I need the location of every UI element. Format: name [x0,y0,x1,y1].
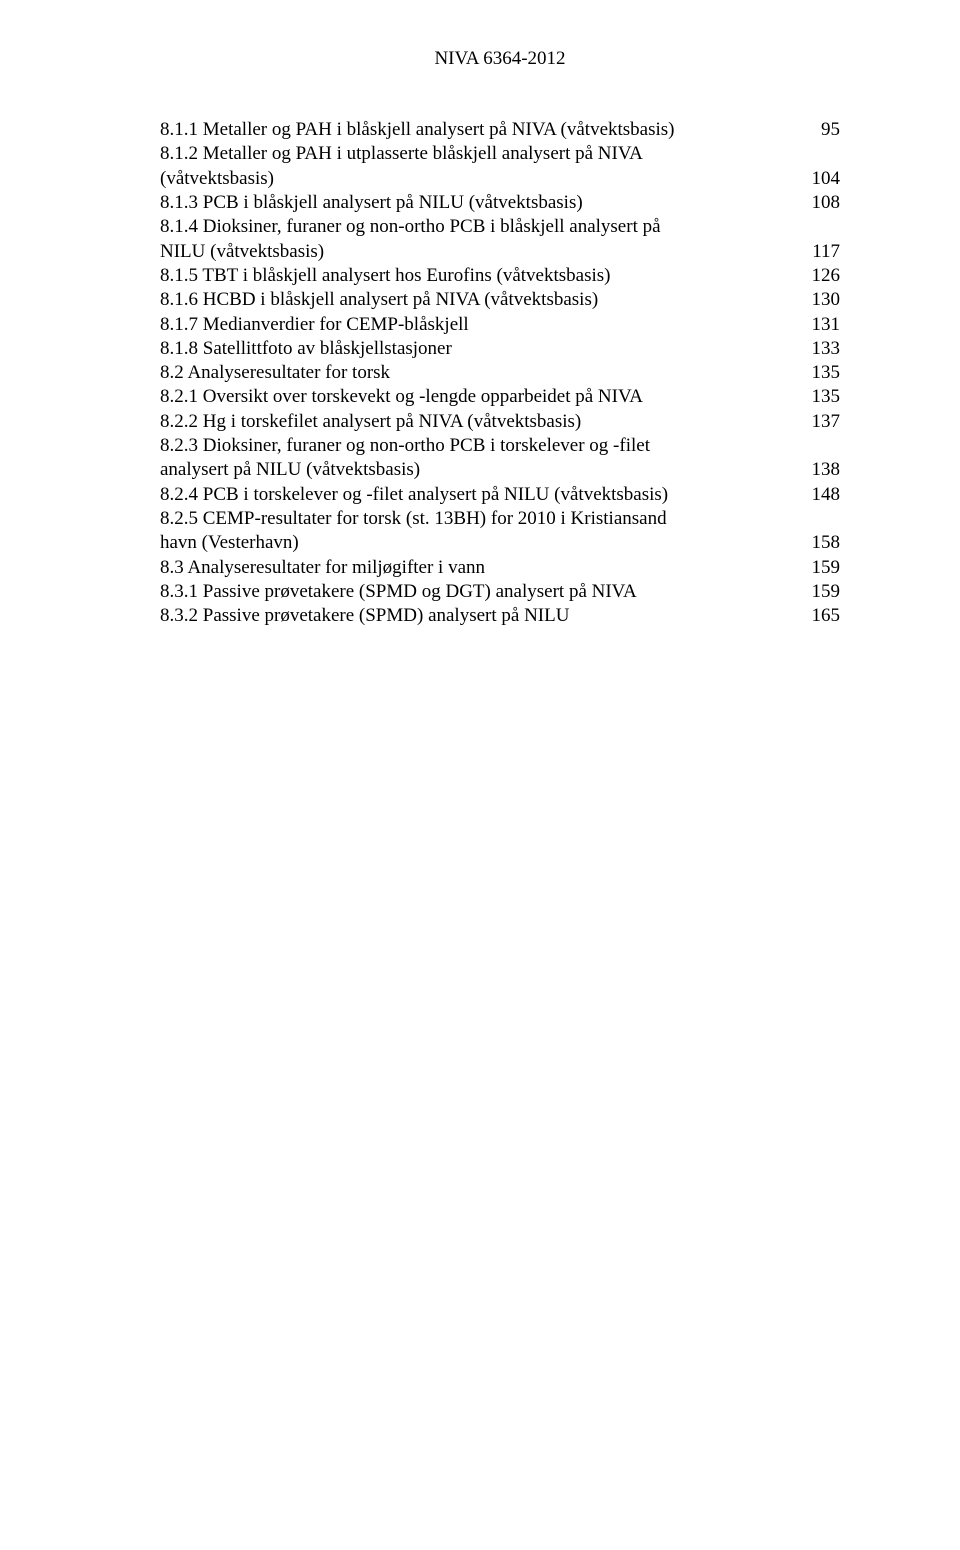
toc-entry-page: 104 [800,167,840,191]
page-header: NIVA 6364-2012 [160,48,840,70]
toc-entry-label: 8.2.3 Dioksiner, furaner og non-ortho PC… [160,434,800,458]
toc-entry-label: 8.1.7 Medianverdier for CEMP-blåskjell [160,313,800,337]
toc-entry-label: 8.1.8 Satellittfoto av blåskjellstasjone… [160,337,800,361]
toc-entry-page: 108 [800,191,840,215]
toc-row: 8.1.2 Metaller og PAH i utplasserte blås… [160,142,840,166]
toc-row: 8.2.1 Oversikt over torskevekt og -lengd… [160,385,840,409]
toc-entry-page: 131 [800,313,840,337]
toc-entry-page: 137 [800,410,840,434]
toc-entry-label: 8.3.1 Passive prøvetakere (SPMD og DGT) … [160,580,800,604]
toc-entry-label: 8.2.1 Oversikt over torskevekt og -lengd… [160,385,800,409]
toc-entry-label: NILU (våtvektsbasis) [160,240,800,264]
toc-entry-label: 8.2.5 CEMP-resultater for torsk (st. 13B… [160,507,800,531]
toc-row: NILU (våtvektsbasis)117 [160,240,840,264]
toc-entry-label: 8.3 Analyseresultater for miljøgifter i … [160,556,800,580]
toc-row: 8.1.7 Medianverdier for CEMP-blåskjell13… [160,313,840,337]
toc-row: 8.1.5 TBT i blåskjell analysert hos Euro… [160,264,840,288]
toc-entry-page: 126 [800,264,840,288]
toc-entry-page: 148 [800,483,840,507]
toc-entry-page: 130 [800,288,840,312]
toc-row: 8.2 Analyseresultater for torsk135 [160,361,840,385]
toc-entry-label: 8.1.1 Metaller og PAH i blåskjell analys… [160,118,800,142]
toc-entry-page: 159 [800,580,840,604]
toc-entry-label: 8.2.2 Hg i torskefilet analysert på NIVA… [160,410,800,434]
toc-row: (våtvektsbasis)104 [160,167,840,191]
toc-entry-label: (våtvektsbasis) [160,167,800,191]
toc-entry-label: havn (Vesterhavn) [160,531,800,555]
toc-entry-label: 8.1.6 HCBD i blåskjell analysert på NIVA… [160,288,800,312]
toc-entry-label: 8.1.2 Metaller og PAH i utplasserte blås… [160,142,800,166]
toc-row: 8.2.3 Dioksiner, furaner og non-ortho PC… [160,434,840,458]
toc-row: analysert på NILU (våtvektsbasis)138 [160,458,840,482]
toc-row: 8.2.4 PCB i torskelever og -filet analys… [160,483,840,507]
toc-entry-page: 165 [800,604,840,628]
toc-row: 8.3 Analyseresultater for miljøgifter i … [160,556,840,580]
toc-row: 8.1.6 HCBD i blåskjell analysert på NIVA… [160,288,840,312]
toc-entry-page: 135 [800,361,840,385]
toc-entry-label: 8.1.4 Dioksiner, furaner og non-ortho PC… [160,215,800,239]
toc-entry-label: 8.2 Analyseresultater for torsk [160,361,800,385]
document-page: NIVA 6364-2012 8.1.1 Metaller og PAH i b… [0,0,960,1550]
toc-row: 8.1.1 Metaller og PAH i blåskjell analys… [160,118,840,142]
toc-row: 8.3.2 Passive prøvetakere (SPMD) analyse… [160,604,840,628]
toc-row: 8.2.5 CEMP-resultater for torsk (st. 13B… [160,507,840,531]
toc-row: 8.1.3 PCB i blåskjell analysert på NILU … [160,191,840,215]
table-of-contents: 8.1.1 Metaller og PAH i blåskjell analys… [160,118,840,629]
toc-row: 8.3.1 Passive prøvetakere (SPMD og DGT) … [160,580,840,604]
toc-entry-page: 133 [800,337,840,361]
toc-entry-page: 135 [800,385,840,409]
toc-entry-label: 8.1.5 TBT i blåskjell analysert hos Euro… [160,264,800,288]
toc-entry-label: analysert på NILU (våtvektsbasis) [160,458,800,482]
toc-entry-label: 8.3.2 Passive prøvetakere (SPMD) analyse… [160,604,800,628]
toc-row: 8.1.8 Satellittfoto av blåskjellstasjone… [160,337,840,361]
toc-entry-page: 159 [800,556,840,580]
toc-entry-page: 158 [800,531,840,555]
toc-entry-page: 138 [800,458,840,482]
toc-entry-label: 8.1.3 PCB i blåskjell analysert på NILU … [160,191,800,215]
toc-entry-page: 95 [800,118,840,142]
toc-row: 8.1.4 Dioksiner, furaner og non-ortho PC… [160,215,840,239]
toc-entry-label: 8.2.4 PCB i torskelever og -filet analys… [160,483,800,507]
toc-entry-page: 117 [800,240,840,264]
toc-row: 8.2.2 Hg i torskefilet analysert på NIVA… [160,410,840,434]
toc-row: havn (Vesterhavn)158 [160,531,840,555]
